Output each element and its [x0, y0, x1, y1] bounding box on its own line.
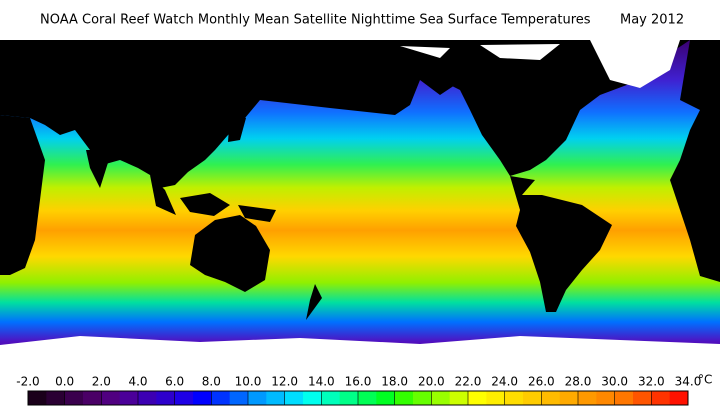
ice [0, 40, 720, 368]
colorbar-tick-label: 32.0 [638, 375, 665, 389]
colorbar-tick-label: 22.0 [455, 375, 482, 389]
colorbar-tick-label: 12.0 [271, 375, 298, 389]
colorbar-cell [523, 391, 542, 405]
colorbar-tick-label: 10.0 [235, 375, 262, 389]
colorbar-cell [633, 391, 652, 405]
colorbar-unit: °C [698, 373, 712, 387]
colorbar-cell [46, 391, 66, 405]
colorbar-cell [449, 391, 469, 405]
colorbar: -2.0 0.0 2.0 4.0 6.0 8.0 10.0 12.0 14.0 16.0 18.0 2… [16, 373, 712, 406]
colorbar-cell [431, 391, 451, 405]
colorbar-cell [394, 391, 414, 405]
colorbar-tick-label: 2.0 [92, 375, 111, 389]
colorbar-cell [541, 391, 561, 405]
date: May 2012 [620, 13, 684, 28]
colorbar-tick-label: 34.0 [675, 375, 702, 389]
colorbar-tick-label: 0.0 [55, 375, 74, 389]
colorbar-tick-label: 4.0 [128, 375, 147, 389]
colorbar-cell [83, 391, 102, 405]
colorbar-cell [486, 391, 506, 405]
colorbar-cell [211, 391, 231, 405]
colorbar-cell [266, 391, 286, 405]
colorbar-cell [303, 391, 322, 405]
colorbar-cell [284, 391, 304, 405]
colorbar-cell [64, 391, 84, 405]
colorbar-cell [119, 391, 139, 405]
colorbar-cell [669, 391, 689, 405]
colorbar-cell [504, 391, 524, 405]
colorbar-cell [229, 391, 249, 405]
colorbar-cell [138, 391, 157, 405]
colorbar-cell [413, 391, 432, 405]
colorbar-cell [651, 391, 671, 405]
colorbar-cell [358, 391, 377, 405]
colorbar-cell [559, 391, 579, 405]
colorbar-cell [156, 391, 176, 405]
colorbar-tick-label: 30.0 [601, 375, 628, 389]
map [0, 40, 720, 368]
colorbar-cell [596, 391, 616, 405]
colorbar-tick-label: 14.0 [308, 375, 335, 389]
colorbar-cell [248, 391, 267, 405]
colorbar-cell [28, 391, 47, 405]
colorbar-cell [468, 391, 487, 405]
colorbar-tick-label: 28.0 [565, 375, 592, 389]
colorbar-cell [376, 391, 396, 405]
title: NOAA Coral Reef Watch Monthly Mean Satel… [40, 13, 591, 28]
colorbar-tick-label: 24.0 [491, 375, 518, 389]
colorbar-tick-label: 6.0 [165, 375, 184, 389]
colorbar-cell [614, 391, 634, 405]
colorbar-cell [339, 391, 359, 405]
land [0, 40, 720, 320]
colorbar-cell [101, 391, 121, 405]
colorbar-cell [193, 391, 212, 405]
colorbar-tick-label: 18.0 [381, 375, 408, 389]
colorbar-tick-label: 20.0 [418, 375, 445, 389]
colorbar-cell [174, 391, 194, 405]
colorbar-cell [578, 391, 597, 405]
colorbar-cell [321, 391, 341, 405]
colorbar-tick-label: 26.0 [528, 375, 555, 389]
colorbar-tick-label: 16.0 [345, 375, 372, 389]
colorbar-tick-label: 8.0 [202, 375, 221, 389]
colorbar-tick-label: -2.0 [16, 375, 39, 389]
